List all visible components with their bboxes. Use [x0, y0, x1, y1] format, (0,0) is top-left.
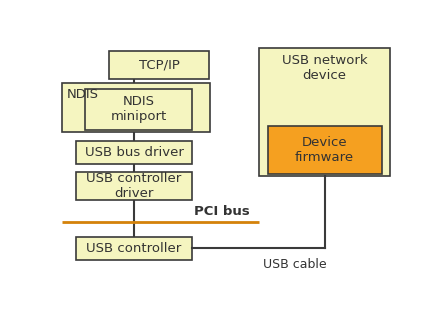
Text: NDIS: NDIS — [66, 88, 98, 101]
FancyBboxPatch shape — [268, 126, 381, 174]
Text: USB controller: USB controller — [86, 242, 182, 255]
Text: NDIS
miniport: NDIS miniport — [110, 95, 166, 123]
FancyBboxPatch shape — [77, 237, 192, 260]
Text: USB bus driver: USB bus driver — [85, 146, 183, 159]
Text: USB network
device: USB network device — [282, 54, 368, 82]
FancyBboxPatch shape — [85, 89, 192, 130]
FancyBboxPatch shape — [77, 141, 192, 164]
FancyBboxPatch shape — [77, 172, 192, 200]
Text: PCI bus: PCI bus — [194, 205, 249, 219]
Text: USB controller
driver: USB controller driver — [86, 172, 182, 200]
FancyBboxPatch shape — [109, 51, 209, 79]
Text: TCP/IP: TCP/IP — [139, 59, 179, 72]
FancyBboxPatch shape — [259, 48, 390, 176]
Text: Device
firmware: Device firmware — [295, 136, 354, 164]
Text: USB cable: USB cable — [263, 258, 326, 271]
FancyBboxPatch shape — [62, 83, 210, 132]
